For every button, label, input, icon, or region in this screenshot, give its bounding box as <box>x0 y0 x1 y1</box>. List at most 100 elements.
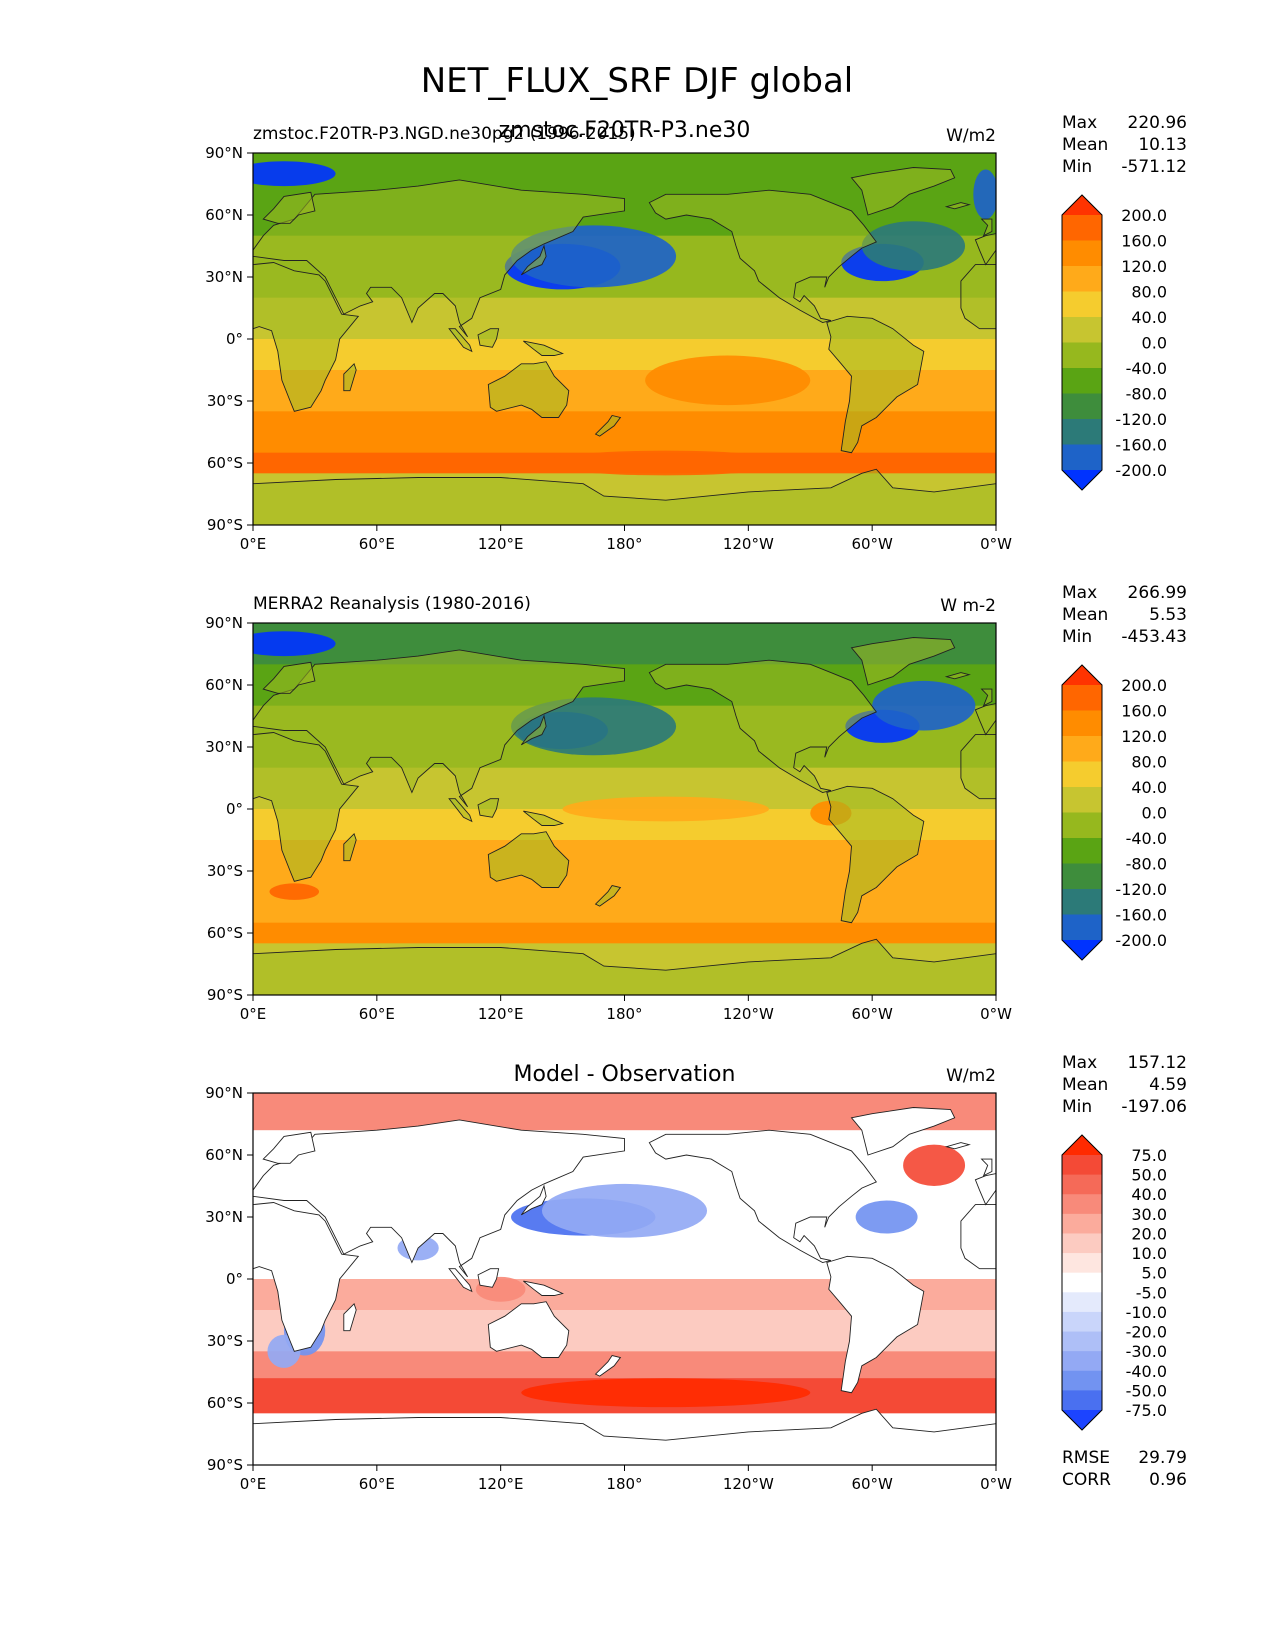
stat-label: Max <box>1062 583 1097 603</box>
colorbar-level-label: 120.0 <box>1121 727 1167 746</box>
map-anomaly <box>855 1200 918 1234</box>
stat-value: 5.53 <box>1149 605 1187 625</box>
coastline <box>826 785 925 924</box>
y-tick-label: 60°S <box>207 924 243 942</box>
x-tick-label: 120°W <box>723 1475 774 1493</box>
colorbar-level-label: 40.0 <box>1131 1185 1167 1204</box>
colorbar-bin <box>1062 1213 1102 1234</box>
coastline <box>826 315 925 454</box>
colorbar-level-label: 80.0 <box>1131 283 1167 302</box>
coastline <box>253 732 360 882</box>
stat-label: Mean <box>1062 1075 1108 1095</box>
y-tick-label: 90°N <box>205 1084 243 1102</box>
map-anomaly <box>521 1378 811 1408</box>
colorbar-bin <box>1062 444 1102 471</box>
map-anomaly <box>872 680 976 731</box>
y-tick-label: 30°S <box>207 1332 243 1350</box>
panel-units: W/m2 <box>946 1066 996 1086</box>
stat-value: -197.06 <box>1121 1097 1187 1117</box>
coastline <box>262 661 316 694</box>
x-tick-label: 120°E <box>478 1005 524 1023</box>
coastline <box>487 361 570 418</box>
x-tick-label: 0°W <box>980 535 1012 553</box>
x-tick-label: 120°E <box>478 535 524 553</box>
map-panel-reference: 0°E 60°E 120°E 180° 120°W 60°W 0°W 90°N 60°N 30°N… <box>205 583 1187 1023</box>
map-anomaly <box>973 169 996 220</box>
coastline <box>520 714 547 746</box>
figure-title: NET_FLUX_SRF DJF global <box>421 61 854 101</box>
coastline <box>520 244 547 276</box>
coastline <box>448 328 473 353</box>
stat-value: 10.13 <box>1138 135 1187 155</box>
colorbar-level-label: -20.0 <box>1126 1323 1167 1342</box>
colorbar-outline <box>1061 1134 1103 1431</box>
x-tick-label: 0°E <box>240 1475 267 1493</box>
colorbar-level-label: -200.0 <box>1115 931 1167 950</box>
stat-value: 157.12 <box>1128 1053 1187 1073</box>
colorbar-extend-max <box>1062 1135 1102 1155</box>
y-tick-label: 60°N <box>205 206 243 224</box>
coastline <box>253 1119 625 1278</box>
coastline <box>253 938 996 995</box>
colorbar-bin <box>1062 1331 1102 1352</box>
colorbar-bin <box>1062 710 1102 737</box>
y-tick-label: 30°N <box>205 1208 243 1226</box>
colorbar-bin <box>1062 393 1102 420</box>
x-tick-label: 180° <box>606 1005 642 1023</box>
colorbar-level-label: -200.0 <box>1115 461 1167 480</box>
colorbar-bin <box>1062 1194 1102 1215</box>
colorbar-extend-min <box>1062 470 1102 490</box>
colorbar-extend-max <box>1062 665 1102 685</box>
coastline <box>262 191 316 224</box>
map-field <box>253 1093 996 1465</box>
colorbar-level-label: 20.0 <box>1131 1224 1167 1243</box>
colorbar-bin <box>1062 1292 1102 1313</box>
colorbar-level-label: -160.0 <box>1115 436 1167 455</box>
map-band <box>253 881 996 924</box>
stat-label: Min <box>1062 627 1092 647</box>
coastline <box>253 1408 996 1465</box>
stat-label: Mean <box>1062 135 1108 155</box>
colorbar-level-label: -120.0 <box>1115 880 1167 899</box>
map-band <box>253 922 996 944</box>
panel-center-title: zmstoc.F20TR-P3.ne30 <box>499 118 751 143</box>
colorbar-bin <box>1062 1174 1102 1195</box>
map-panel-difference: 0°E 60°E 120°E 180° 120°W 60°W 0°W 90°N 60°N 30°N… <box>205 1053 1187 1493</box>
x-tick-label: 60°W <box>851 535 893 553</box>
colorbar-bin <box>1062 291 1102 318</box>
coastline <box>520 1184 547 1216</box>
colorbar-level-label: -50.0 <box>1126 1381 1167 1400</box>
coastline <box>477 1268 500 1288</box>
colorbar-level-label: -80.0 <box>1126 855 1167 874</box>
colorbar-outline <box>1061 664 1103 961</box>
coastline <box>974 1173 996 1206</box>
colorbar-bin <box>1062 1390 1102 1411</box>
stat-value: 266.99 <box>1128 583 1187 603</box>
map-anomaly <box>253 161 336 187</box>
map-anomaly <box>269 883 320 900</box>
map-anomaly <box>903 1144 966 1187</box>
colorbar-outline <box>1061 194 1103 491</box>
colorbar-extend-min <box>1062 940 1102 960</box>
x-tick-label: 60°W <box>851 1475 893 1493</box>
colorbar-level-label: 160.0 <box>1121 702 1167 721</box>
x-tick-label: 60°E <box>359 535 395 553</box>
x-tick-label: 180° <box>606 535 642 553</box>
x-tick-label: 180° <box>606 1475 642 1493</box>
y-tick-label: 0° <box>226 330 243 348</box>
y-tick-label: 30°N <box>205 738 243 756</box>
colorbar-level-label: -10.0 <box>1126 1303 1167 1322</box>
y-tick-label: 60°S <box>207 1394 243 1412</box>
coastline <box>253 262 360 412</box>
x-tick-label: 60°W <box>851 1005 893 1023</box>
coastline <box>343 832 357 862</box>
rmse-label: RMSE <box>1062 1448 1110 1468</box>
colorbar-level-label: 75.0 <box>1131 1146 1167 1165</box>
coastline <box>594 1354 622 1377</box>
coastline <box>980 1158 993 1177</box>
coastline <box>523 1280 564 1296</box>
coastline <box>648 659 878 793</box>
coastline <box>487 1301 570 1358</box>
colorbar-bin <box>1062 1155 1102 1176</box>
stat-label: Max <box>1062 1053 1097 1073</box>
